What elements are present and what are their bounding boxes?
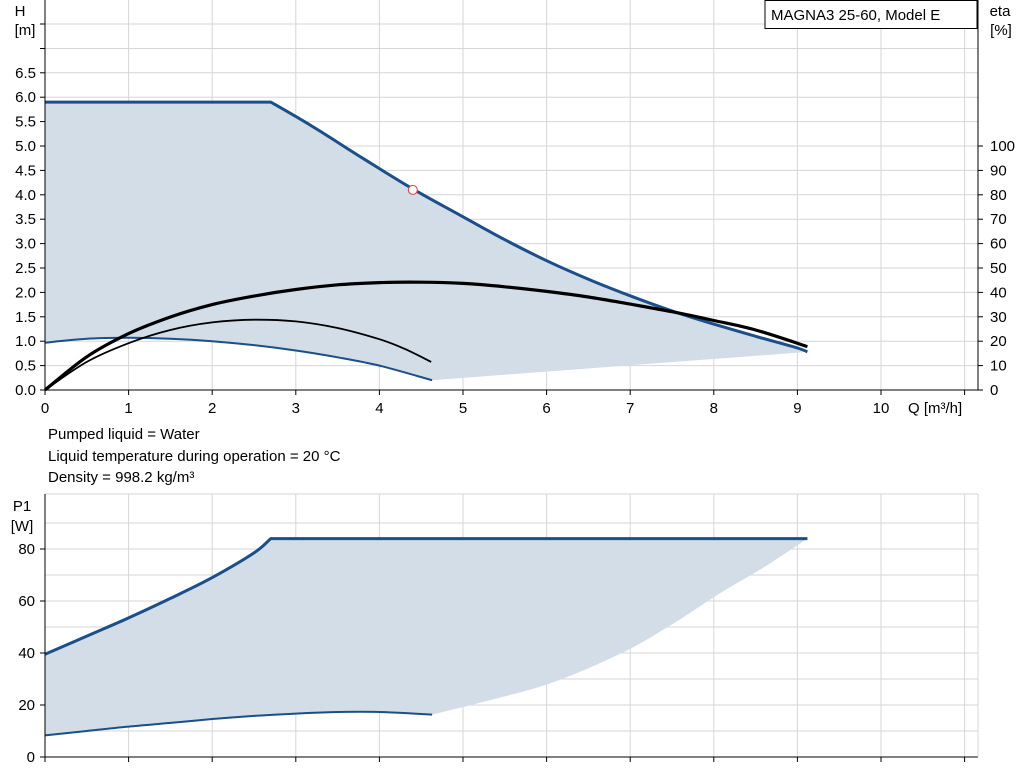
power-tick-label: 20 [18, 697, 35, 714]
efficiency-tick-label: 40 [990, 284, 1007, 301]
efficiency-tick-label: 0 [990, 382, 998, 399]
flow-axis-label: Q [m³/h] [908, 400, 962, 417]
power-axis-unit: [W] [11, 518, 34, 535]
power-chart: 0 20 40 60 80 P1 [W] [11, 493, 979, 766]
efficiency-tick-label: 90 [990, 162, 1007, 179]
power-axes [44, 494, 979, 758]
model-label-box [764, 0, 978, 29]
efficiency-tick-label: 30 [990, 309, 1007, 326]
efficiency-tick-label: 60 [990, 236, 1007, 253]
head-axis-unit: [m] [15, 22, 36, 39]
head-tick-label: 1.5 [15, 309, 36, 326]
head-tick-label: 6.0 [15, 89, 36, 106]
model-label: MAGNA3 25-60, Model E [771, 7, 940, 24]
qh-curves [44, 100, 808, 392]
efficiency-tick-label: 80 [990, 187, 1007, 204]
max-efficiency-curve [44, 280, 808, 392]
head-tick-label: 2.5 [15, 260, 36, 277]
flow-tick-label: 4 [375, 400, 383, 417]
flow-tick-label: 0 [41, 400, 49, 417]
flow-tick-label: 8 [710, 400, 718, 417]
efficiency-tick-label: 20 [990, 333, 1007, 350]
power-tick-label: 60 [18, 593, 35, 610]
operating-point-marker [407, 184, 418, 196]
flow-tick-label: 1 [124, 400, 132, 417]
flow-tick-label: 3 [292, 400, 300, 417]
head-tick-label: 2.0 [15, 284, 36, 301]
min-efficiency-curve [44, 318, 432, 391]
flow-tick-label: 9 [793, 400, 801, 417]
min-power-curve [44, 710, 433, 737]
flow-tick-label: 5 [459, 400, 467, 417]
efficiency-tick-label: 70 [990, 211, 1007, 228]
efficiency-tick-label: 50 [990, 260, 1007, 277]
qh-envelope [45, 102, 808, 381]
power-tick-label: 40 [18, 645, 35, 662]
max-power-curve [44, 537, 808, 656]
qh-chart: 0.0 0.5 1.0 1.5 2.0 2.5 3.0 3.5 4.0 4.5 5.0 5.5 6.0 6… [15, 0, 1015, 417]
head-tick-label: 0.0 [15, 382, 36, 399]
head-tick-label: 5.0 [15, 138, 36, 155]
head-tick-label: 4.0 [15, 187, 36, 204]
efficiency-axis-unit: [%] [990, 22, 1012, 39]
liquid-temperature-text: Liquid temperature during operation = 20… [48, 448, 341, 465]
head-tick-label: 5.5 [15, 114, 36, 131]
head-tick-label: 3.5 [15, 211, 36, 228]
flow-tick-label: 7 [626, 400, 634, 417]
power-ticks: 0 20 40 60 80 [18, 541, 966, 766]
power-axis-label: P1 [13, 498, 31, 515]
flow-tick-label: 2 [208, 400, 216, 417]
head-tick-label: 6.5 [15, 65, 36, 82]
head-tick-label: 1.0 [15, 333, 36, 350]
head-tick-label: 0.5 [15, 358, 36, 375]
density-text: Density = 998.2 kg/m³ [48, 469, 194, 486]
pumped-liquid-text: Pumped liquid = Water [48, 426, 200, 443]
power-tick-label: 80 [18, 541, 35, 558]
efficiency-axis-label: eta [990, 3, 1012, 20]
min-head-curve [44, 336, 433, 382]
max-head-curve [45, 100, 808, 354]
power-operating-range [45, 538, 808, 736]
power-tick-label: 0 [27, 749, 35, 766]
head-axis-label: H [15, 3, 26, 20]
power-envelope [45, 538, 808, 736]
power-curves [44, 537, 808, 737]
efficiency-tick-label: 10 [990, 358, 1007, 375]
qh-ticks: 0.0 0.5 1.0 1.5 2.0 2.5 3.0 3.5 4.0 4.5 5.0 5.5 6.0 6… [15, 23, 1015, 417]
qh-operating-range [45, 102, 808, 381]
head-tick-label: 3.0 [15, 236, 36, 253]
efficiency-tick-label: 100 [990, 138, 1015, 155]
flow-tick-label: 6 [542, 400, 550, 417]
flow-tick-label: 10 [873, 400, 890, 417]
head-tick-label: 4.5 [15, 162, 36, 179]
